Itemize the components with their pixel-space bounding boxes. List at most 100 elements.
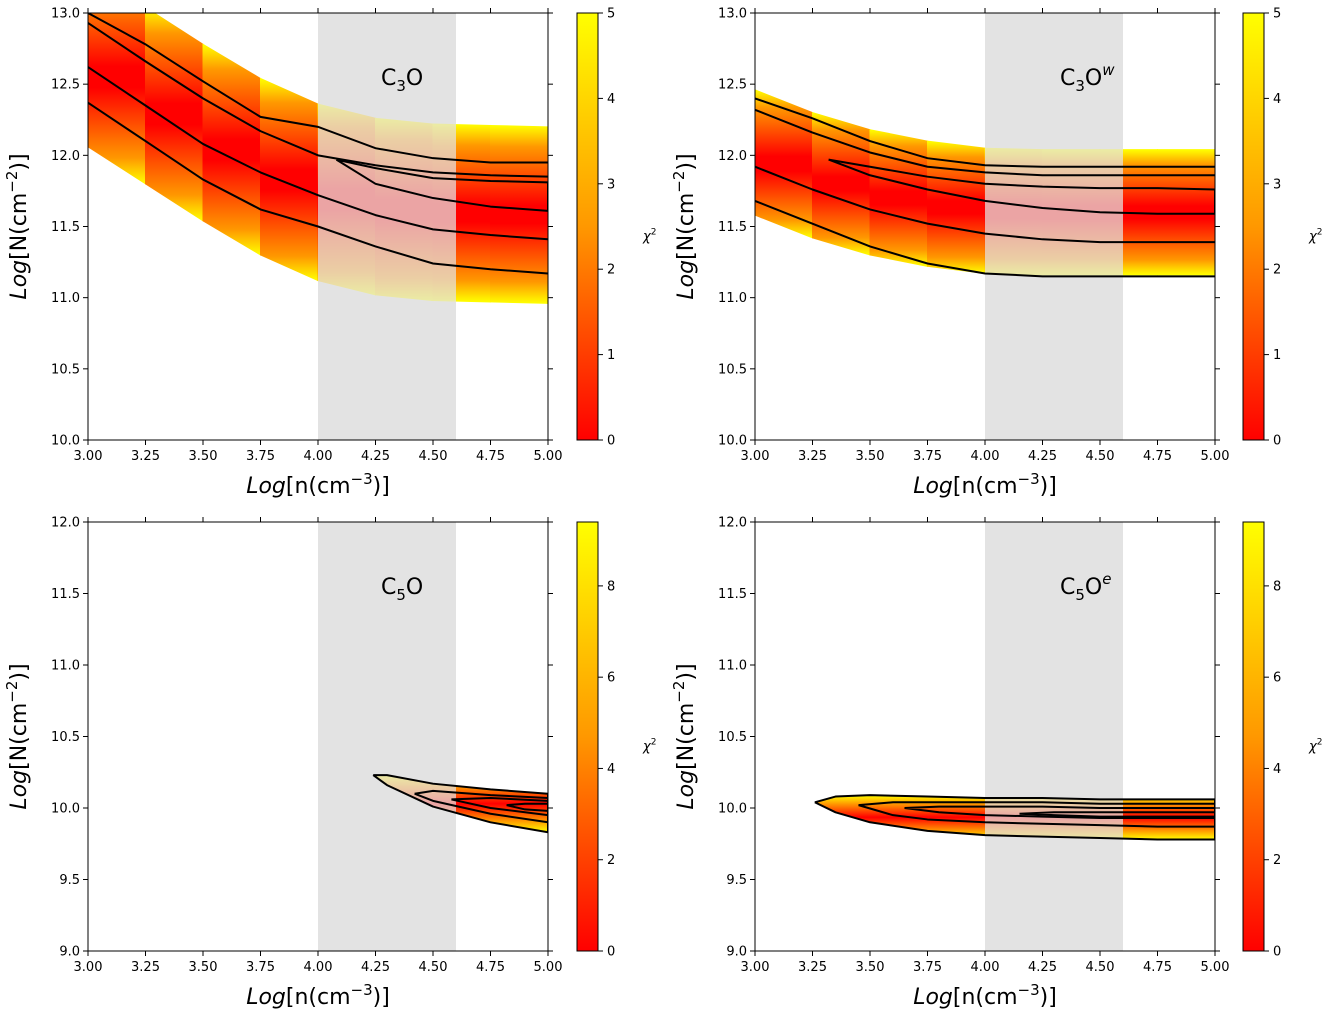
y-axis-label: Log[N(cm−2)] [670, 153, 699, 299]
contour-inner2 [451, 796, 548, 817]
contour-inner1 [88, 22, 548, 178]
x-axis-label: Log[n(cm−3)] [246, 981, 390, 1010]
colorbar: 0 1 2 3 4 5 χ2 [576, 7, 656, 449]
contour-outer-lower [88, 101, 548, 275]
x-tick-label: 3.00 [74, 449, 103, 464]
contour-outer-upper [88, 13, 548, 164]
x-tick-label: 4.75 [1143, 449, 1172, 464]
shaded-density-range [985, 522, 1123, 951]
y-tick-label: 10.5 [51, 362, 80, 377]
colorbar-gradient [576, 12, 599, 441]
colorbar-tick-label: 0 [607, 945, 615, 960]
contour-closed [335, 158, 548, 212]
x-tick-label: 4.00 [304, 449, 333, 464]
x-tick-label: 4.50 [1086, 960, 1115, 975]
x-tick-label: 4.75 [476, 449, 505, 464]
contour-closed [828, 158, 1215, 215]
panel-2: 3.00 3.25 3.50 3.75 4.00 4.25 4.50 4.75 5.00 10.0… [670, 7, 1322, 500]
contour-outer-lower [755, 199, 1215, 278]
x-tick-label: 5.00 [534, 449, 563, 464]
colorbar-tick-label: 4 [607, 762, 615, 777]
x-tick-label: 3.50 [189, 960, 218, 975]
colorbar-tick-label: 2 [1273, 853, 1281, 868]
y-tick-label: 11.0 [51, 291, 80, 306]
contour-outer [814, 794, 1215, 841]
contour-outer [372, 774, 548, 834]
x-tick-label: 3.50 [189, 449, 218, 464]
colorbar-tick-label: 5 [1273, 7, 1281, 22]
y-tick-label: 13.0 [51, 7, 80, 22]
colorbar-tick-label: 2 [607, 263, 615, 278]
x-axis-label: Log[n(cm−3)] [913, 470, 1057, 499]
colorbar-tick-label: 4 [607, 92, 615, 107]
x-tick-label: 3.25 [798, 960, 827, 975]
contour-inner2 [904, 805, 1215, 820]
y-tick-label: 9.5 [726, 873, 747, 888]
x-tick-label: 4.25 [1028, 960, 1057, 975]
colorbar-tick-label: 8 [607, 579, 615, 594]
contour-inner1 [414, 789, 548, 824]
x-tick-label: 3.75 [913, 449, 942, 464]
chi2-band-segment [812, 111, 871, 256]
colorbar-gradient [576, 521, 599, 952]
y-tick-label: 12.0 [718, 516, 747, 531]
colorbar-label: χ2 [1308, 738, 1322, 755]
colorbar-tick-label: 5 [607, 7, 615, 22]
y-tick-label: 11.5 [51, 587, 80, 602]
x-tick-label: 4.00 [971, 960, 1000, 975]
y-tick-label: 10.5 [718, 730, 747, 745]
y-tick-label: 11.5 [718, 587, 747, 602]
x-tick-label: 5.00 [1201, 449, 1230, 464]
colorbar-tick-label: 4 [1273, 762, 1281, 777]
y-tick-label: 11.5 [718, 220, 747, 235]
y-tick-label: 10.5 [718, 362, 747, 377]
y-tick-label: 12.0 [51, 516, 80, 531]
molecule-label: C5O [381, 575, 423, 604]
y-tick-label: 12.0 [718, 149, 747, 164]
x-axis-label: Log[n(cm−3)] [913, 981, 1057, 1010]
molecule-label: C3Ow [1060, 61, 1115, 95]
colorbar-label: χ2 [642, 738, 656, 755]
chi2-band-segment [490, 124, 548, 304]
y-tick-label: 9.5 [59, 873, 80, 888]
contour-inner3 [506, 802, 548, 812]
colorbar-gradient [1242, 12, 1265, 441]
colorbar-label: χ2 [1308, 228, 1322, 245]
y-tick-label: 10.0 [718, 434, 747, 449]
shaded-density-range [985, 13, 1123, 440]
panel-1: 3.00 3.25 3.50 3.75 4.00 4.25 4.50 4.75 5.00 10.0… [3, 7, 656, 500]
y-tick-label: 11.0 [51, 659, 80, 674]
shaded-density-range [318, 522, 456, 951]
x-tick-label: 3.75 [246, 449, 275, 464]
chi2-band-segment [260, 77, 319, 282]
y-axis-label: Log[N(cm−2)] [3, 663, 32, 809]
y-tick-label: 12.5 [718, 78, 747, 93]
x-tick-label: 3.00 [741, 449, 770, 464]
panel-3: 3.00 3.25 3.50 3.75 4.00 4.25 4.50 4.75 5.00 9.0 9… [3, 516, 656, 1011]
colorbar: 0 1 2 3 4 5 χ2 [1242, 7, 1322, 449]
colorbar-tick-label: 2 [607, 853, 615, 868]
colorbar-tick-label: 3 [607, 177, 615, 192]
colorbar-tick-label: 0 [1273, 434, 1281, 449]
y-tick-label: 11.0 [718, 659, 747, 674]
x-tick-label: 4.00 [304, 960, 333, 975]
contour-inner1 [858, 801, 1215, 828]
x-tick-label: 3.75 [913, 960, 942, 975]
x-tick-label: 3.00 [74, 960, 103, 975]
chi2-band-segment [1157, 149, 1215, 276]
x-tick-label: 3.25 [798, 449, 827, 464]
colorbar-tick-label: 0 [607, 434, 615, 449]
contour-outer-upper [755, 97, 1215, 168]
x-tick-label: 4.50 [1086, 449, 1115, 464]
y-axis-label: Log[N(cm−2)] [3, 153, 32, 299]
panel-4: 3.00 3.25 3.50 3.75 4.00 4.25 4.50 4.75 5.00 9.0 9… [670, 516, 1322, 1011]
contour-inner3 [1019, 811, 1215, 818]
x-tick-label: 4.75 [1143, 960, 1172, 975]
x-tick-label: 3.00 [741, 960, 770, 975]
colorbar: 0 2 4 6 8 χ2 [1242, 521, 1322, 960]
x-tick-label: 5.00 [534, 960, 563, 975]
shaded-density-range [318, 13, 456, 440]
colorbar-gradient [1242, 521, 1265, 952]
y-tick-label: 12.5 [51, 78, 80, 93]
colorbar: 0 2 4 6 8 χ2 [576, 521, 656, 960]
